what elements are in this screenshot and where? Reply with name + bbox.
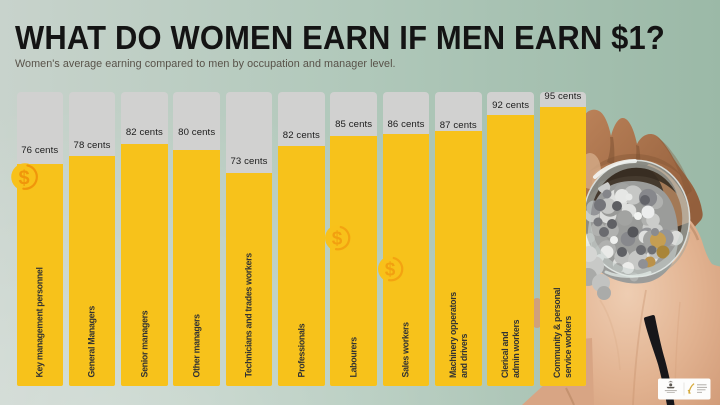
svg-text:$: $ — [332, 228, 343, 249]
svg-text:$: $ — [385, 259, 396, 280]
svg-text:$: $ — [19, 167, 30, 189]
